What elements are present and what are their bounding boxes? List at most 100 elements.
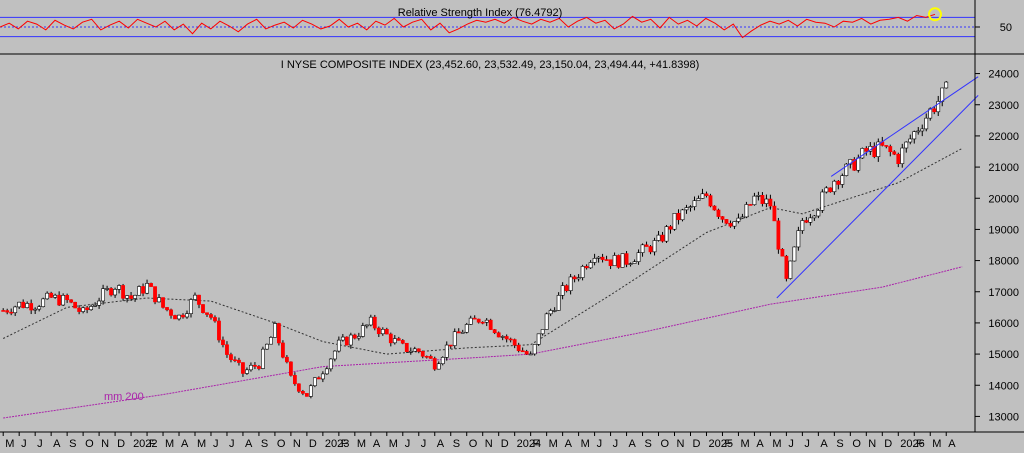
candle-body [536, 333, 541, 345]
candle-body [732, 221, 737, 227]
candle-body [292, 375, 297, 385]
candle-body [532, 344, 537, 355]
candle-body [528, 353, 533, 356]
candle-body [408, 350, 413, 353]
candle-body [828, 187, 833, 193]
x-tick-label: J [37, 438, 43, 450]
price-y-tick-label: 23000 [988, 100, 1019, 112]
candle-body [165, 307, 169, 311]
candle-body [89, 306, 94, 311]
candle-body [249, 364, 253, 371]
candle-body [416, 348, 421, 352]
candle-body [648, 246, 653, 253]
x-tick-label: F [149, 438, 156, 450]
candle-body [620, 253, 625, 268]
x-tick-label: D [309, 438, 317, 450]
candle-body [520, 350, 525, 353]
candle-body [213, 317, 217, 322]
candle-body [788, 260, 793, 279]
candle-body [265, 343, 269, 350]
x-tick-label: J [405, 438, 411, 450]
x-tick-label: J [421, 438, 427, 450]
candle-body [916, 130, 921, 133]
candle-body [804, 220, 809, 223]
candle-body [604, 259, 609, 261]
candle-body [348, 334, 353, 346]
x-tick-label: A [565, 438, 573, 450]
candle-body [608, 259, 613, 267]
candle-body [856, 157, 861, 171]
candle-body [432, 358, 437, 370]
candle-body [664, 226, 669, 242]
candle-body [245, 369, 249, 374]
x-tick-label: A [373, 438, 381, 450]
candle-body [876, 141, 881, 157]
x-tick-label: A [948, 438, 956, 450]
x-tick-label: S [453, 438, 460, 450]
candle-body [516, 344, 521, 352]
candle-body [285, 356, 289, 363]
x-tick-label: O [469, 438, 478, 450]
candle-body [424, 356, 429, 358]
candle-body [760, 195, 765, 204]
x-tick-label: D [501, 438, 509, 450]
candle-body [872, 146, 877, 157]
candle-body [552, 310, 557, 312]
candle-body [400, 340, 405, 344]
candle-body [364, 324, 369, 327]
candle-body [53, 294, 58, 298]
rsi-line [0, 13, 936, 39]
candle-body [808, 217, 813, 223]
candle-body [800, 220, 805, 231]
candle-body [508, 338, 513, 341]
candle-body [832, 180, 837, 193]
candle-body [844, 163, 849, 176]
trendline-2 [830, 76, 979, 177]
x-tick-label: S [69, 438, 76, 450]
candle-body [296, 383, 301, 392]
candle-body [932, 108, 937, 113]
price-panel: 13000 14000 15000 16000 17000 18000 19000 20000… [1, 69, 1019, 450]
candle-body [25, 303, 30, 308]
candle-body [277, 323, 281, 344]
candle-body [13, 306, 18, 314]
x-tick-label: J [613, 438, 619, 450]
candle-body [5, 310, 10, 313]
candle-body [320, 373, 325, 380]
candle-body [45, 292, 50, 300]
candle-body [153, 286, 157, 303]
candle-body [312, 377, 317, 387]
candle-body [360, 325, 365, 337]
candle-body [488, 319, 493, 330]
candle-body [125, 295, 129, 299]
candle-body [173, 315, 177, 320]
candle-body [740, 216, 745, 219]
candle-body [652, 240, 657, 253]
rsi-tick-label: 50 [1000, 22, 1012, 34]
candle-body [169, 309, 173, 316]
candle-body [464, 324, 469, 333]
candle-body [524, 351, 529, 355]
candle-body [444, 344, 449, 358]
candle-body [796, 230, 801, 248]
price-y-tick-label: 24000 [988, 69, 1019, 81]
candle-body [269, 337, 273, 345]
candle-body [145, 283, 149, 294]
x-tick-label: 2022 [133, 438, 157, 450]
candle-body [336, 339, 341, 352]
candle-body [688, 206, 693, 208]
candle-body [912, 131, 917, 140]
candle-body [181, 314, 185, 318]
candle-body [836, 180, 841, 185]
candle-body [816, 210, 821, 217]
candle-body [692, 200, 697, 207]
candle-body [564, 285, 569, 291]
candle-body [852, 159, 857, 171]
candle-body [684, 207, 689, 211]
candle-body [356, 336, 361, 339]
candle-body [500, 336, 505, 338]
x-tick-label: N [868, 438, 876, 450]
candle-body [848, 159, 853, 165]
x-tick-label: S [261, 438, 268, 450]
candle-body [73, 301, 78, 309]
